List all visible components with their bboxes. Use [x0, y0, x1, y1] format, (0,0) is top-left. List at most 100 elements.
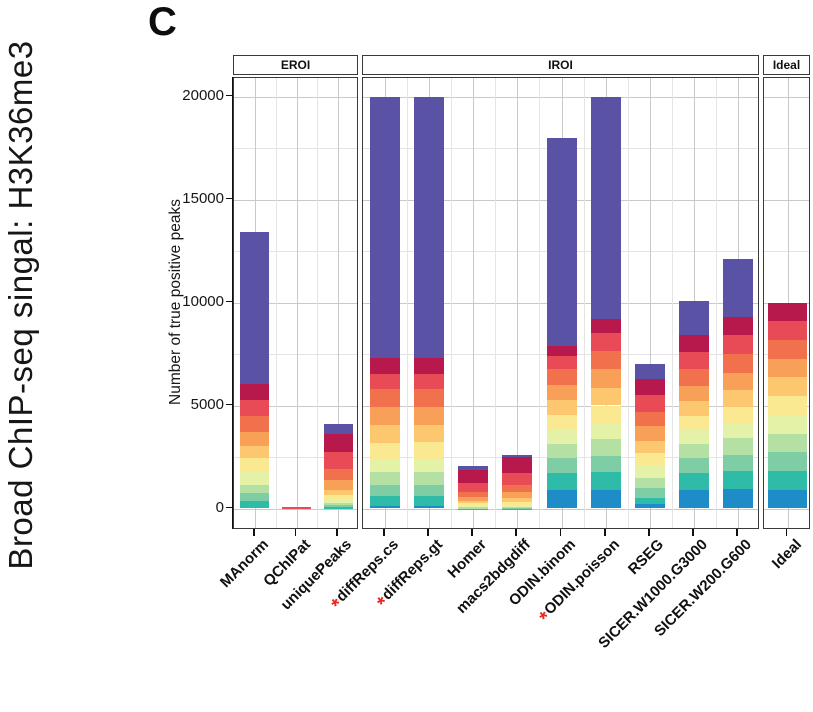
bar-segment	[370, 496, 401, 507]
gridline-major	[517, 78, 519, 528]
bar-segment	[414, 389, 445, 407]
facet-strip: EROI	[233, 55, 358, 75]
x-tick	[691, 529, 694, 536]
x-tick	[647, 529, 650, 536]
facet-panel	[233, 77, 358, 529]
gridline-minor	[234, 457, 357, 458]
bar-segment	[240, 445, 270, 459]
bar-segment	[722, 471, 753, 489]
bar-segment	[722, 488, 753, 509]
bar-segment	[722, 316, 753, 336]
bar-segment	[634, 395, 665, 412]
bar-segment	[370, 459, 401, 473]
bar-segment	[678, 301, 709, 336]
bar-segment	[370, 96, 401, 359]
bar-segment	[458, 505, 489, 508]
bar-segment	[240, 485, 270, 493]
bar-segment	[678, 401, 709, 416]
bar-segment	[370, 442, 401, 460]
bar-segment	[240, 400, 270, 416]
figure-row-title: Broad ChIP-seq singal: H3K36me3	[2, 40, 39, 570]
bar-segment	[323, 468, 353, 481]
gridline-minor	[234, 148, 357, 149]
x-tick	[603, 529, 606, 536]
bar-segment	[502, 473, 533, 485]
bar-segment	[590, 387, 621, 406]
bar-segment	[502, 484, 533, 492]
bar-segment	[768, 321, 807, 340]
bar-segment	[768, 396, 807, 415]
bar-segment	[590, 472, 621, 490]
bar-segment	[240, 492, 270, 502]
bar-segment	[323, 507, 353, 510]
bar-segment	[240, 415, 270, 433]
gridline-major	[234, 96, 357, 98]
y-tick	[226, 403, 233, 406]
bar-segment	[590, 318, 621, 334]
gridline-major	[234, 405, 357, 407]
bar-segment	[634, 498, 665, 505]
bar-segment	[678, 489, 709, 509]
bar-segment	[768, 414, 807, 434]
y-tick	[226, 506, 233, 509]
bar-segment	[546, 384, 577, 401]
bar-segment	[722, 354, 753, 373]
bar-segment	[678, 473, 709, 490]
gridline-major	[764, 508, 809, 510]
bar-segment	[458, 469, 489, 483]
bar-segment	[458, 466, 489, 470]
gridline-minor	[275, 78, 277, 528]
x-tick	[471, 529, 474, 536]
bar-segment	[414, 424, 445, 443]
facet-strip: Ideal	[763, 55, 810, 75]
bar-segment	[546, 345, 577, 357]
bar-segment	[722, 438, 753, 455]
bar-segment	[370, 472, 401, 485]
bar-segment	[281, 506, 312, 509]
bar-segment	[502, 507, 533, 510]
bar-segment	[722, 372, 753, 391]
gridline-major	[473, 78, 475, 528]
bar-segment	[590, 369, 621, 388]
bar-segment	[502, 454, 533, 457]
bar-segment	[722, 454, 753, 472]
panel-letter: C	[148, 0, 177, 44]
bar-segment	[768, 433, 807, 453]
bar-segment	[414, 484, 445, 497]
facet-panel	[763, 77, 810, 529]
bar-segment	[768, 358, 807, 378]
gridline-major	[764, 96, 809, 98]
bar-segment	[634, 487, 665, 499]
bar-segment	[634, 440, 665, 453]
bar-segment	[768, 452, 807, 471]
bar-segment	[590, 489, 621, 509]
bar-segment	[678, 351, 709, 370]
y-tick-label: 0	[215, 499, 224, 516]
bar-segment	[370, 484, 401, 497]
y-tick-label: 15000	[182, 190, 224, 207]
bar-segment	[546, 473, 577, 490]
bar-segment	[370, 406, 401, 426]
bar-segment	[414, 496, 445, 507]
bar-segment	[240, 501, 270, 509]
bar-segment	[678, 385, 709, 402]
bar-segment	[546, 458, 577, 474]
gridline-minor	[234, 251, 357, 252]
bar-segment	[323, 424, 353, 434]
bar-segment	[634, 364, 665, 379]
bar-segment	[722, 259, 753, 317]
bar-segment	[323, 495, 353, 500]
bar-segment	[458, 506, 489, 509]
bar-segment	[768, 489, 807, 509]
gridline-minor	[764, 251, 809, 252]
bar-segment	[768, 377, 807, 396]
bar-segment	[370, 358, 401, 374]
facet-strip: IROI	[362, 55, 759, 75]
gridline-minor	[671, 78, 673, 528]
bar-segment	[458, 497, 489, 501]
bar-segment	[722, 390, 753, 407]
bar-segment	[678, 458, 709, 474]
bar-segment	[502, 501, 533, 505]
x-tick	[785, 529, 788, 536]
